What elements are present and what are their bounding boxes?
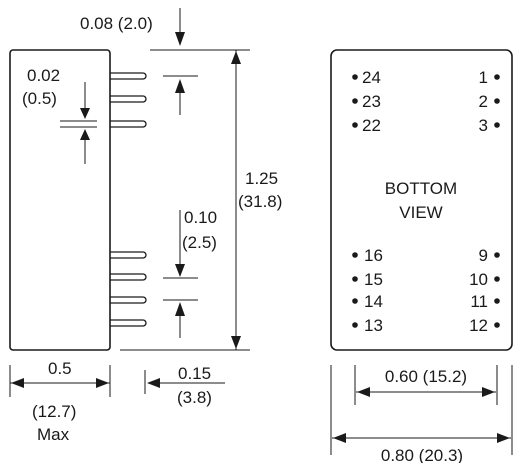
pin-offset-label: 0.08 (2.0) <box>80 14 153 33</box>
height-in: 1.25 <box>245 169 278 188</box>
pin-spacing-label: 0.60 (15.2) <box>385 367 467 386</box>
pin-width-in: 0.02 <box>27 66 60 85</box>
right-pins-bottom: 9 10 11 12 <box>469 246 500 335</box>
pin-length-in: 0.15 <box>178 364 211 383</box>
pin <box>110 120 147 128</box>
width-note: Max <box>37 425 70 444</box>
pin-pitch-dimension: 0.10 (2.5) <box>163 208 217 338</box>
left-pins-bottom: 16 15 14 13 <box>352 246 383 335</box>
pin-label-15: 15 <box>364 270 383 289</box>
pin <box>110 273 147 281</box>
overall-width-dimension: 0.80 (20.3) <box>330 365 513 463</box>
pin-label-24: 24 <box>362 68 381 87</box>
pin-pitch-mm: (2.5) <box>182 233 217 252</box>
pin-width-mm: (0.5) <box>22 89 57 108</box>
module-body-bottom <box>330 49 513 351</box>
width-dimension: 0.5 (12.7) Max <box>9 359 111 444</box>
bottom-view: BOTTOM VIEW 24 23 22 1 2 3 16 15 14 <box>330 49 513 463</box>
right-pins-top: 1 2 3 <box>479 68 500 135</box>
pin-label-10: 10 <box>469 270 488 289</box>
pin-label-14: 14 <box>364 292 383 311</box>
top-pin-marker <box>163 75 198 115</box>
pin-label-23: 23 <box>362 92 381 111</box>
pin-label-11: 11 <box>470 292 488 311</box>
height-mm: (31.8) <box>238 192 282 211</box>
pin-label-9: 9 <box>479 246 488 265</box>
pin-spacing-dimension: 0.60 (15.2) <box>354 365 498 405</box>
height-dimension: 1.25 (31.8) <box>120 50 282 351</box>
side-view: 0.08 (2.0) 0.02 (0.5) 0.10 (2.5) <box>9 8 282 444</box>
side-pins <box>110 72 147 327</box>
pin <box>110 72 147 80</box>
pin-label-13: 13 <box>364 316 383 335</box>
width-mm: (12.7) <box>32 402 76 421</box>
module-body-side <box>9 49 111 351</box>
pin <box>110 319 147 327</box>
pin <box>110 251 147 259</box>
bottom-view-title-1: BOTTOM <box>385 179 457 198</box>
pin-label-16: 16 <box>364 246 383 265</box>
pin-label-22: 22 <box>362 116 381 135</box>
bottom-view-title-2: VIEW <box>399 203 442 222</box>
pin-width-dimension: 0.02 (0.5) <box>22 66 97 164</box>
pin-length-dimension: 0.15 (3.8) <box>144 364 225 407</box>
pin-pitch-in: 0.10 <box>184 208 217 227</box>
pin-label-1: 1 <box>479 68 488 87</box>
pin-length-mm: (3.8) <box>177 388 212 407</box>
pin <box>110 296 147 304</box>
pin-offset-dimension: 0.08 (2.0) <box>80 8 250 51</box>
pin-label-2: 2 <box>479 92 488 111</box>
overall-width-label: 0.80 (20.3) <box>381 446 463 463</box>
left-pins-top: 24 23 22 <box>352 68 381 135</box>
width-in: 0.5 <box>48 359 72 378</box>
pin-label-3: 3 <box>479 116 488 135</box>
pin-label-12: 12 <box>469 316 488 335</box>
pin <box>110 95 147 103</box>
